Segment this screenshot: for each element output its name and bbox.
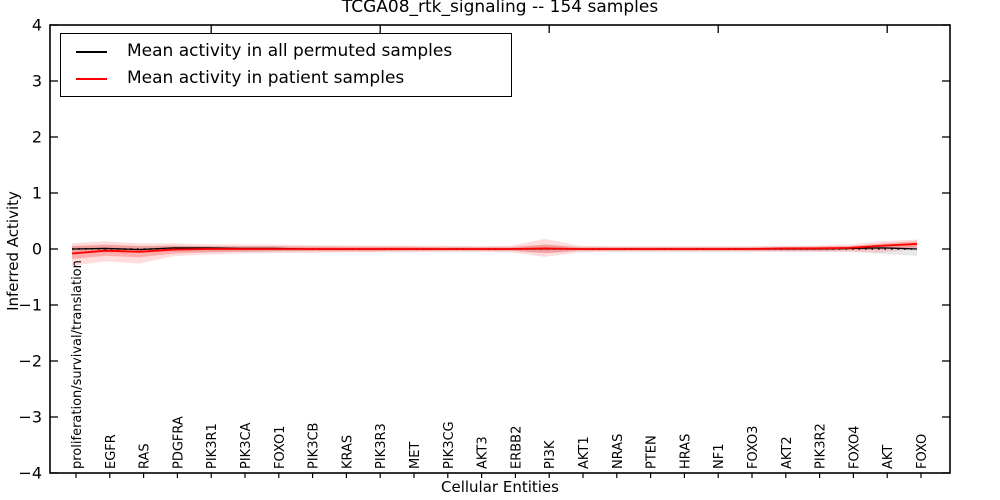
x-tick-label: AKT (881, 445, 896, 469)
x-tick-label: FOXO4 (847, 426, 862, 469)
x-tick-label: PIK3CB (307, 423, 322, 469)
y-tick-label: −2 (18, 352, 42, 371)
x-tick-label: FOXO (915, 434, 930, 469)
x-tick-label: PIK3CA (239, 422, 254, 469)
x-tick-label: PIK3R3 (374, 423, 389, 469)
x-tick-label: AKT3 (476, 436, 491, 469)
x-tick-label: NF1 (712, 444, 727, 469)
x-tick-label: MET (408, 442, 423, 469)
patient-samples-range-inner-band (72, 241, 917, 260)
y-tick-label: 0 (32, 240, 42, 259)
y-tick-label: 2 (32, 128, 42, 147)
x-tick-label: HRAS (678, 434, 693, 469)
x-tick-label: KRAS (340, 435, 355, 469)
x-tick-label: PIK3R1 (205, 423, 220, 469)
y-tick-label: 1 (32, 184, 42, 203)
x-axis-title: Cellular Entities (441, 478, 559, 496)
x-tick-label: EGFR (104, 434, 119, 469)
y-axis-title: Inferred Activity (4, 191, 22, 311)
patient-line-sample (76, 77, 107, 80)
y-tick-label: −4 (18, 464, 42, 483)
x-tick-label: PTEN (645, 435, 660, 469)
x-tick-label: FOXO3 (746, 426, 761, 469)
x-tick-label: FOXO1 (273, 426, 288, 469)
y-tick-label: 3 (32, 72, 42, 91)
chart-title: TCGA08_rtk_signaling -- 154 samples (341, 0, 659, 17)
x-tick-label: PI3K (543, 440, 558, 469)
permuted-line-sample (76, 50, 107, 53)
legend-box: Mean activity in all permuted samples Me… (60, 33, 512, 97)
legend-label-permuted: Mean activity in all permuted samples (127, 41, 453, 61)
legend-entry-patient: Mean activity in patient samples (76, 69, 511, 88)
x-tick-label: NRAS (611, 434, 626, 469)
x-tick-label: AKT1 (577, 436, 592, 469)
x-tick-label: PIK3R2 (814, 423, 829, 469)
x-tick-label: PDGFRA (171, 416, 186, 469)
x-tick-label: ERBB2 (509, 426, 524, 469)
patient-mean-line (71, 243, 918, 255)
x-tick-label: AKT2 (780, 436, 795, 469)
legend-entry-permuted: Mean activity in all permuted samples (76, 42, 511, 61)
legend-label-patient: Mean activity in patient samples (127, 68, 405, 88)
x-tick-label: proliferation/survival/translation (70, 260, 85, 469)
patient-samples-range-outer-band (72, 238, 917, 266)
y-tick-label: −3 (18, 408, 42, 427)
x-tick-label: PIK3CG (442, 421, 457, 469)
y-tick-label: 4 (32, 16, 42, 35)
y-tick-label: −1 (18, 296, 42, 315)
x-tick-label: RAS (138, 443, 153, 469)
